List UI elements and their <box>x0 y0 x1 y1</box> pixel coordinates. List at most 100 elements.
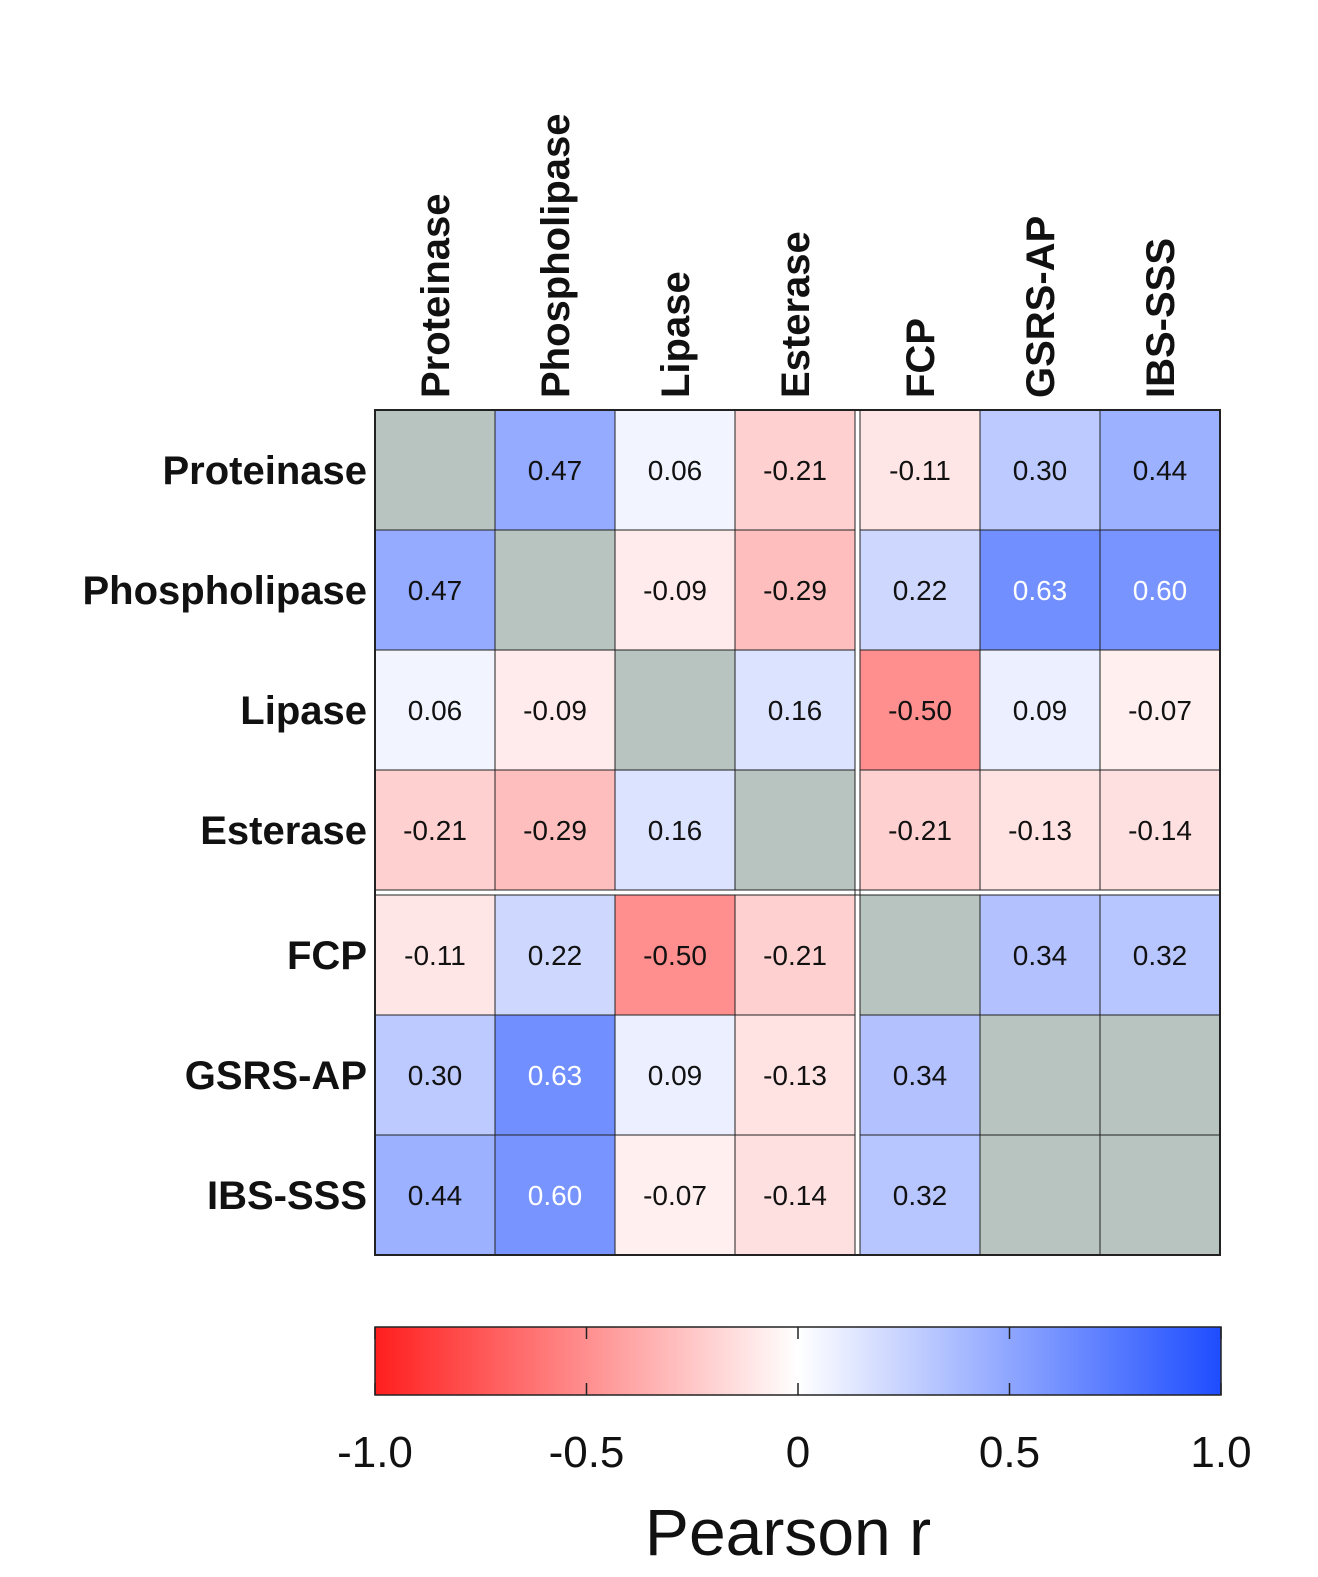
heatmap-cell <box>494 409 616 531</box>
cell-value-label: 0.60 <box>528 1180 583 1211</box>
heatmap-cell <box>614 649 736 771</box>
cell-value-label: 0.47 <box>528 455 583 486</box>
cell-value-label: -0.21 <box>888 815 952 846</box>
row-label: Phospholipase <box>83 569 368 613</box>
colorbar-tick-label: -1.0 <box>337 1428 413 1477</box>
heatmap-cell <box>1099 649 1221 771</box>
cell-value-label: 0.30 <box>1013 455 1068 486</box>
heatmap-cell <box>374 769 496 891</box>
row-label: GSRS-AP <box>185 1054 367 1098</box>
heatmap-cell <box>734 769 856 891</box>
cell-value-label: 0.06 <box>648 455 703 486</box>
cell-value-label: -0.14 <box>763 1180 827 1211</box>
cell-value-label: 0.44 <box>408 1180 463 1211</box>
heatmap-cell <box>374 1134 496 1256</box>
heatmap-cell <box>979 649 1101 771</box>
heatmap-cell <box>979 409 1101 531</box>
heatmap-cell <box>374 1014 496 1136</box>
cell-value-label: -0.09 <box>523 695 587 726</box>
colorbar-tick-label: 0 <box>786 1428 810 1477</box>
cell-value-label: 0.47 <box>408 575 463 606</box>
row-label: FCP <box>287 934 367 978</box>
column-label: FCP <box>899 318 943 398</box>
column-label: Proteinase <box>414 193 458 398</box>
cell-value-label: 0.63 <box>1013 575 1068 606</box>
heatmap-cells: 0.47 0.06 -0.21 -0.11 0.30 0.44 0.47 -0.09 -0.29… <box>374 409 1221 1256</box>
heatmap-cell <box>979 894 1101 1016</box>
row-label: Esterase <box>200 809 367 853</box>
colorbar-title: Pearson r <box>645 1495 931 1569</box>
heatmap-cell <box>374 894 496 1016</box>
heatmap-cell <box>859 1014 981 1136</box>
cell-value-label: -0.50 <box>888 695 952 726</box>
cell-value-label: -0.11 <box>404 940 466 971</box>
colorbar: -1.0 -0.5 0 0.5 1.0 Pearson r <box>337 1326 1252 1569</box>
cell-value-label: 0.22 <box>893 575 948 606</box>
colorbar-tick-label: 0.5 <box>979 1428 1040 1477</box>
cell-value-label: 0.32 <box>893 1180 948 1211</box>
cell-value-label: 0.60 <box>1133 575 1188 606</box>
heatmap-frame <box>374 409 1221 1256</box>
heatmap-cell <box>979 1134 1101 1256</box>
cell-value-label: 0.34 <box>893 1060 948 1091</box>
cell-value-label: 0.09 <box>648 1060 703 1091</box>
cell-value-label: 0.16 <box>648 815 703 846</box>
heatmap-cell <box>614 1134 736 1256</box>
row-label: Lipase <box>240 689 367 733</box>
heatmap-cell <box>494 649 616 771</box>
heatmap-cell <box>1099 1014 1221 1136</box>
column-label: GSRS-AP <box>1019 216 1063 398</box>
heatmap-cell <box>859 769 981 891</box>
row-label: IBS-SSS <box>207 1174 367 1218</box>
cell-value-label: -0.11 <box>889 455 951 486</box>
cell-value-label: 0.32 <box>1133 940 1188 971</box>
colorbar-tick-label: 1.0 <box>1190 1428 1251 1477</box>
cell-value-label: -0.09 <box>643 575 707 606</box>
cell-value-label: -0.29 <box>523 815 587 846</box>
row-labels: Proteinase Phospholipase Lipase Esterase FCP… <box>83 449 368 1218</box>
cell-value-label: -0.13 <box>763 1060 827 1091</box>
cell-value-label: 0.44 <box>1133 455 1188 486</box>
cell-value-label: 0.30 <box>408 1060 463 1091</box>
cell-value-label: -0.07 <box>643 1180 707 1211</box>
cell-value-label: -0.14 <box>1128 815 1192 846</box>
heatmap-cell <box>494 529 616 651</box>
cell-value-label: -0.50 <box>643 940 707 971</box>
heatmap-cell <box>614 409 736 531</box>
cell-value-label: 0.16 <box>768 695 823 726</box>
cell-value-label: 0.34 <box>1013 940 1068 971</box>
cell-value-label: -0.13 <box>1008 815 1072 846</box>
heatmap-cell <box>859 894 981 1016</box>
cell-value-label: 0.63 <box>528 1060 583 1091</box>
cell-value-label: 0.09 <box>1013 695 1068 726</box>
heatmap-cell <box>734 1134 856 1256</box>
cell-value-label: 0.06 <box>408 695 463 726</box>
colorbar-tick-label: -0.5 <box>549 1428 625 1477</box>
heatmap-cell <box>614 894 736 1016</box>
heatmap-cell <box>614 769 736 891</box>
heatmap-border <box>374 409 1221 1256</box>
cell-value-label: 0.22 <box>528 940 583 971</box>
heatmap-cell <box>979 769 1101 891</box>
heatmap-cell <box>1099 409 1221 531</box>
cell-value-label: -0.07 <box>1128 695 1192 726</box>
heatmap-cell <box>1099 529 1221 651</box>
heatmap-cell <box>374 409 496 531</box>
cell-value-label: -0.29 <box>763 575 827 606</box>
heatmap-cell <box>734 649 856 771</box>
column-label: Esterase <box>774 231 818 398</box>
heatmap-cell <box>859 529 981 651</box>
column-label: IBS-SSS <box>1139 238 1183 398</box>
heatmap-cell <box>859 409 981 531</box>
heatmap-cell <box>494 769 616 891</box>
heatmap-cell <box>614 529 736 651</box>
column-label: Lipase <box>654 271 698 398</box>
column-labels: Proteinase Phospholipase Lipase Esterase FCP… <box>414 114 1183 399</box>
cell-value-label: -0.21 <box>763 455 827 486</box>
cell-value-label: -0.21 <box>403 815 467 846</box>
heatmap-cell <box>979 1014 1101 1136</box>
cell-value-label: -0.21 <box>763 940 827 971</box>
heatmap-cell <box>374 649 496 771</box>
heatmap-cell <box>494 1134 616 1256</box>
